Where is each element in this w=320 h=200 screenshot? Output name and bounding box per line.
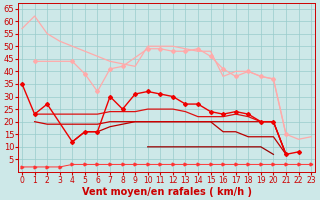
X-axis label: Vent moyen/en rafales ( km/h ): Vent moyen/en rafales ( km/h ) — [82, 187, 252, 197]
